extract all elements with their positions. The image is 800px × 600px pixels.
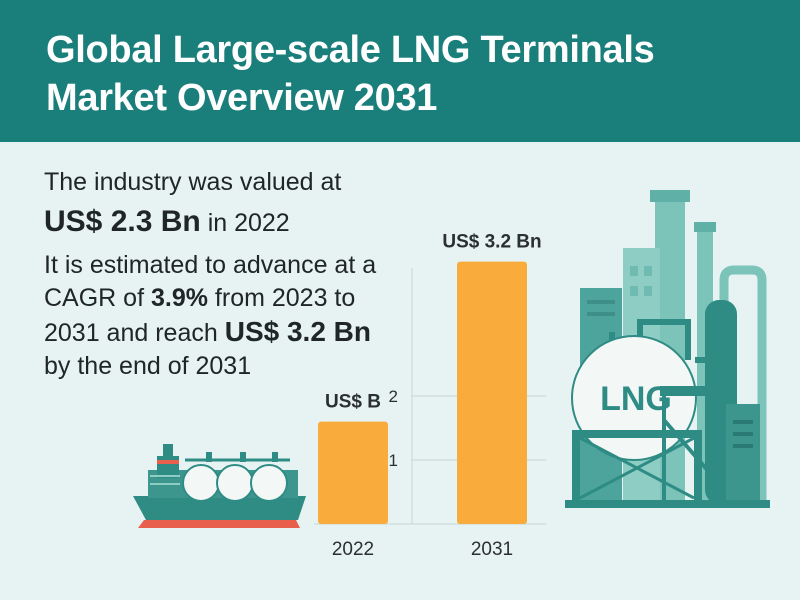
bar-2022: [318, 421, 388, 524]
x-tick-label: 2022: [332, 539, 374, 560]
lng-carrier-ship-icon: [133, 444, 306, 528]
end-text: by the end of 2031: [44, 352, 252, 380]
y-tick-label: 1: [389, 451, 398, 470]
from-text: from 2023 to 2031 and reach: [44, 284, 356, 347]
valued-prefix: The industry was valued at: [44, 168, 342, 196]
advance-text: It is estimated to advance at a CAGR of: [44, 251, 377, 312]
value-2031: US$ 3.2 Bn: [224, 316, 371, 347]
y-tick-label: 2: [389, 387, 398, 406]
forecast-paragraph: It is estimated to advance at a CAGR of …: [44, 249, 384, 383]
x-tick-label: 2031: [471, 539, 513, 560]
page-title: Global Large-scale LNG Terminals Market …: [46, 29, 655, 119]
bar-chart: 1 2 US$ B 2022 US$ 3.2 Bn 2031: [314, 232, 546, 560]
data-label-2022: US$ B: [325, 392, 381, 413]
valued-line: US$ 2.3 Bn in 2022: [44, 202, 384, 243]
data-label-2031: US$ 3.2 Bn: [442, 232, 541, 253]
value-2022: US$ 2.3 Bn: [44, 205, 201, 238]
cagr-value: 3.9%: [150, 284, 208, 312]
lng-storage-tank-icon: LNG: [565, 335, 770, 508]
lng-tank-label: LNG: [600, 380, 672, 418]
in-year-text: in 2022: [207, 209, 290, 237]
summary-text: The industry was valued at US$ 2.3 Bn in…: [44, 162, 384, 383]
bar-2031: [457, 261, 527, 524]
header-banner: Global Large-scale LNG Terminals Market …: [0, 0, 800, 142]
